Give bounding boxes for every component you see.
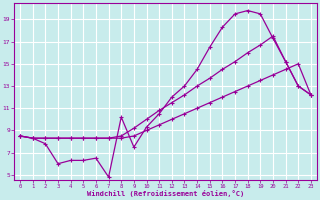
X-axis label: Windchill (Refroidissement éolien,°C): Windchill (Refroidissement éolien,°C) [87,190,244,197]
